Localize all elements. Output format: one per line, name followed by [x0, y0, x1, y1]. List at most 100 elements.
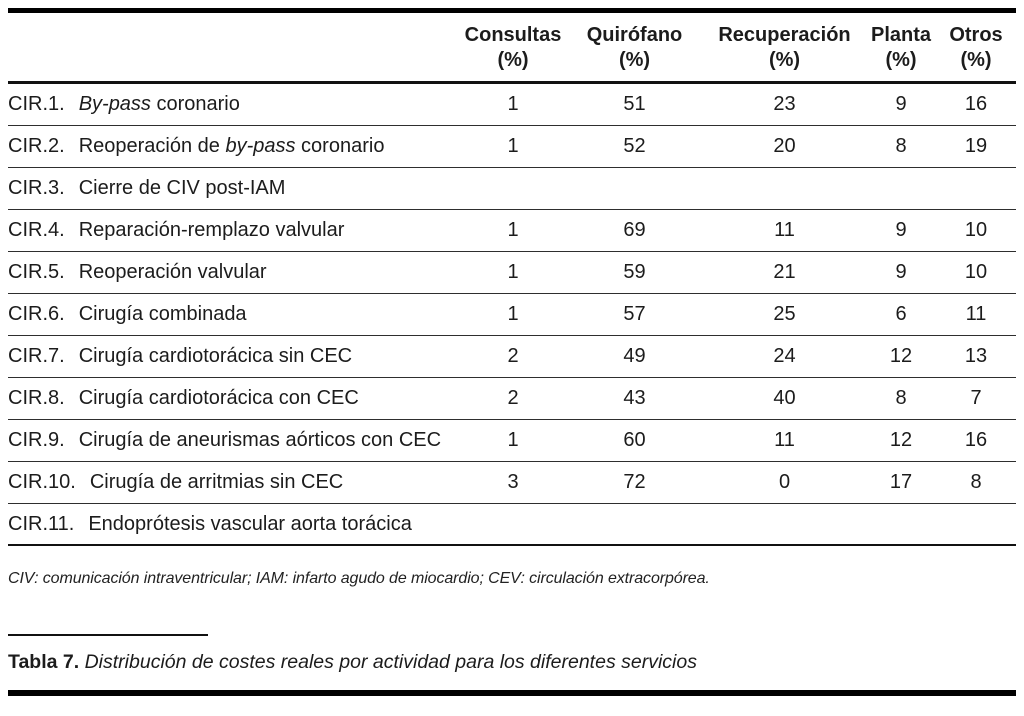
row-value-otros: 16	[964, 93, 988, 115]
row-value-otros: 10	[964, 261, 988, 283]
table-row: CIR.5. Reoperación valvular 1 59 21 9 10	[8, 252, 1016, 294]
row-value-quirofano: 72	[623, 471, 646, 493]
row-value-otros: 10	[964, 219, 988, 241]
table-top-rule	[8, 8, 1016, 13]
row-label-segment: Cirugía cardiotorácica sin CEC	[78, 345, 353, 367]
row-label: CIR.11. Endoprótesis vascular aorta torác…	[8, 513, 460, 536]
table-row: CIR.7. Cirugía cardiotorácica sin CEC 2 49 2…	[8, 336, 1016, 378]
row-label-segment: Reoperación valvular	[78, 261, 267, 283]
row-code: CIR.9.	[8, 429, 65, 451]
column-header-consultas: Consultas (%)	[460, 23, 566, 73]
row-code: CIR.11.	[8, 512, 75, 535]
row-code: CIR.8.	[8, 387, 65, 409]
row-value-otros: 11	[965, 303, 987, 325]
row-value-recuperacion: 21	[773, 261, 796, 283]
column-header-unit: (%)	[768, 49, 801, 71]
row-code: CIR.10.	[8, 471, 76, 493]
column-header-title: Otros	[949, 24, 1003, 46]
table-body: CIR.1. By-pass coronario 1 51 23 9 16 CIR.2. Reo…	[8, 84, 1016, 546]
table-row: CIR.2. Reoperación de by-pass coronario 1 5…	[8, 126, 1016, 168]
row-value-planta: 8	[895, 135, 907, 157]
row-value-otros: 19	[964, 135, 988, 157]
column-header-unit: (%)	[960, 49, 992, 71]
column-header-unit: (%)	[497, 49, 529, 71]
row-code: CIR.4.	[8, 219, 65, 241]
table-row: CIR.1. By-pass coronario 1 51 23 9 16	[8, 84, 1016, 126]
row-label: CIR.10. Cirugía de arritmias sin CEC	[8, 471, 460, 494]
row-label: CIR.3. Cierre de CIV post-IAM	[8, 177, 460, 200]
row-value-quirofano: 51	[623, 93, 646, 115]
table-row: CIR.10. Cirugía de arritmias sin CEC 3 72 0 1…	[8, 462, 1016, 504]
row-value-quirofano: 57	[623, 303, 646, 325]
row-value-consultas: 1	[507, 219, 519, 241]
row-value-planta: 12	[889, 345, 913, 367]
row-value-consultas: 3	[507, 471, 519, 493]
caption-rule	[8, 634, 208, 636]
row-value-quirofano: 69	[623, 219, 646, 241]
row-value-planta: 9	[895, 93, 907, 115]
row-label: CIR.1. By-pass coronario	[8, 93, 460, 116]
row-label: CIR.4. Reparación-remplazo valvular	[8, 219, 460, 242]
row-value-quirofano: 52	[623, 135, 646, 157]
column-header-recuperacion: Recuperación (%)	[703, 23, 866, 73]
row-value-consultas: 1	[507, 135, 519, 157]
row-value-quirofano: 49	[623, 345, 646, 367]
row-label-segment: by-pass	[225, 135, 296, 157]
row-value-planta: 6	[895, 303, 907, 325]
column-header-planta: Planta (%)	[866, 23, 936, 73]
row-value-consultas: 1	[507, 429, 519, 451]
row-label-segment: Reparación-remplazo valvular	[78, 219, 345, 241]
row-code: CIR.1.	[8, 93, 65, 115]
row-label-segment: Cirugía cardiotorácica con CEC	[78, 387, 359, 409]
row-label: CIR.8. Cirugía cardiotorácica con CEC	[8, 387, 460, 410]
row-label-segment: Reoperación de	[78, 135, 226, 157]
table-row: CIR.3. Cierre de CIV post-IAM	[8, 168, 1016, 210]
cost-distribution-table: Consultas (%) Quirófano (%) Recuperación (%) P…	[8, 13, 1016, 546]
table-row: CIR.9. Cirugía de aneurismas aórticos con…	[8, 420, 1016, 462]
column-header-otros: Otros (%)	[936, 23, 1016, 73]
table-footnote: CIV: comunicación intraventricular; IAM:…	[8, 570, 710, 587]
row-label-segment: coronario	[295, 135, 385, 157]
table-row: CIR.11. Endoprótesis vascular aorta torác…	[8, 504, 1016, 546]
row-value-consultas: 1	[507, 93, 519, 115]
row-value-otros: 7	[970, 387, 982, 409]
caption-label: Tabla 7.	[8, 651, 80, 673]
column-header-title: Recuperación	[718, 24, 851, 46]
row-code: CIR.5.	[8, 261, 65, 283]
table-caption: Tabla 7. Distribución de costes reales p…	[8, 649, 1016, 676]
row-value-consultas: 1	[507, 261, 519, 283]
row-label-segment: Endoprótesis vascular aorta torácica	[88, 512, 412, 535]
row-label-segment: coronario	[150, 93, 240, 115]
column-header-unit: (%)	[885, 49, 917, 71]
row-value-quirofano: 43	[623, 387, 646, 409]
row-value-recuperacion: 23	[773, 93, 796, 115]
column-header-title: Planta	[870, 24, 932, 46]
row-value-recuperacion: 24	[773, 345, 796, 367]
column-header-unit: (%)	[618, 49, 651, 71]
row-value-otros: 13	[964, 345, 988, 367]
row-value-planta: 9	[895, 261, 907, 283]
row-value-recuperacion: 11	[774, 219, 795, 241]
row-value-otros: 16	[964, 429, 988, 451]
row-value-recuperacion: 0	[778, 471, 791, 493]
table-row: CIR.8. Cirugía cardiotorácica con CEC 2 43 4…	[8, 378, 1016, 420]
row-code: CIR.2.	[8, 135, 65, 157]
row-value-consultas: 2	[507, 387, 519, 409]
row-value-quirofano: 59	[623, 261, 646, 283]
row-label: CIR.7. Cirugía cardiotorácica sin CEC	[8, 345, 460, 368]
row-value-recuperacion: 25	[773, 303, 796, 325]
row-value-planta: 17	[889, 471, 913, 493]
row-value-consultas: 2	[507, 345, 519, 367]
column-header-quirofano: Quirófano (%)	[566, 23, 703, 73]
row-label-segment: Cirugía de aneurismas aórticos con CEC	[78, 429, 442, 451]
row-value-recuperacion: 11	[774, 429, 795, 451]
row-value-recuperacion: 40	[773, 387, 796, 409]
row-value-recuperacion: 20	[773, 135, 796, 157]
row-value-planta: 9	[895, 219, 907, 241]
table-header-row: Consultas (%) Quirófano (%) Recuperación (%) P…	[8, 13, 1016, 84]
table-bottom-rule	[8, 690, 1016, 696]
row-label-segment: Cirugía combinada	[78, 303, 247, 325]
row-value-quirofano: 60	[623, 429, 646, 451]
table-row: CIR.6. Cirugía combinada 1 57 25 6 11	[8, 294, 1016, 336]
